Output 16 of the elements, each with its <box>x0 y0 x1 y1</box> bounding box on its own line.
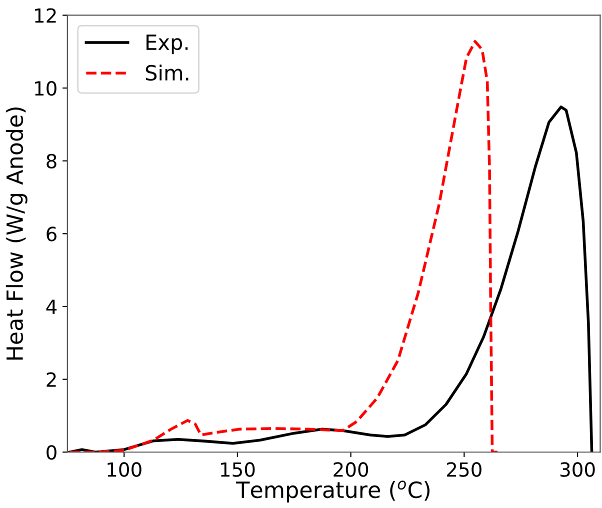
x-tick-label: 300 <box>560 462 595 477</box>
y-tick-label: 12 <box>35 8 56 23</box>
y-tick-label: 10 <box>35 81 56 96</box>
y-axis-title: Heat Flow (W/g Anode) <box>6 107 28 360</box>
x-tick-label: 250 <box>447 462 482 477</box>
x-tick-label: 150 <box>221 462 255 477</box>
legend-label: Exp. <box>146 34 188 54</box>
x-tick-label: 100 <box>108 462 142 477</box>
y-tick-label: 4 <box>46 300 57 314</box>
y-tick-label: 8 <box>46 154 56 169</box>
y-tick-label: 0 <box>46 445 56 460</box>
y-tick-label: 2 <box>46 372 56 387</box>
y-tick-label: 6 <box>46 226 56 242</box>
legend-label: Sim. <box>146 64 188 81</box>
x-axis-title: Temperature ($^{o}$C) <box>236 480 430 502</box>
x-tick-label: 200 <box>334 462 368 477</box>
